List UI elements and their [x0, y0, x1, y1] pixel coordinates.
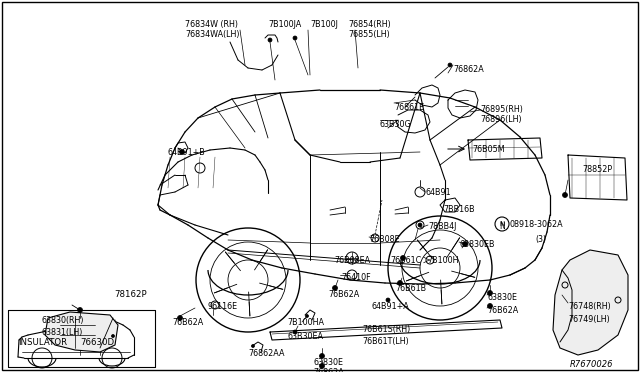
- Text: 78852P: 78852P: [582, 165, 612, 174]
- Text: 63830E: 63830E: [313, 358, 343, 367]
- Text: 63830E: 63830E: [487, 293, 517, 302]
- Circle shape: [111, 334, 115, 337]
- Text: N: N: [499, 221, 504, 227]
- Text: 7B100J: 7B100J: [310, 20, 338, 29]
- Text: 63830(RH): 63830(RH): [42, 316, 84, 325]
- Text: 76834W (RH): 76834W (RH): [185, 20, 238, 29]
- Text: 76862A: 76862A: [453, 65, 484, 74]
- Circle shape: [319, 353, 324, 359]
- Circle shape: [448, 63, 452, 67]
- Text: 76B08EA: 76B08EA: [334, 256, 370, 265]
- Text: 63831(LH): 63831(LH): [42, 328, 83, 337]
- Circle shape: [333, 285, 337, 291]
- Text: 76B61C: 76B61C: [390, 256, 421, 265]
- Circle shape: [386, 298, 390, 302]
- Circle shape: [293, 36, 297, 40]
- Circle shape: [488, 291, 493, 295]
- Circle shape: [268, 38, 272, 42]
- Circle shape: [463, 241, 467, 247]
- Circle shape: [488, 304, 493, 308]
- Text: 7B100H: 7B100H: [427, 256, 458, 265]
- Text: 63B30EA: 63B30EA: [287, 332, 323, 341]
- Text: 76834WA(LH): 76834WA(LH): [185, 30, 239, 39]
- Text: 7B100JA: 7B100JA: [268, 20, 301, 29]
- Text: 76B62A: 76B62A: [487, 306, 518, 315]
- Text: 08918-3062A: 08918-3062A: [509, 220, 563, 229]
- Text: R7670026: R7670026: [570, 360, 614, 369]
- Text: 76862AA: 76862AA: [248, 349, 285, 358]
- Text: 76855(LH): 76855(LH): [348, 30, 390, 39]
- Text: 76895(RH): 76895(RH): [480, 105, 523, 114]
- Circle shape: [319, 363, 324, 369]
- Text: 76B08E: 76B08E: [369, 235, 399, 244]
- Text: 96116E: 96116E: [207, 302, 237, 311]
- Polygon shape: [45, 312, 118, 352]
- Text: 76B61T(LH): 76B61T(LH): [362, 337, 409, 346]
- Text: 76749(LH): 76749(LH): [568, 315, 610, 324]
- Circle shape: [305, 314, 308, 317]
- Text: 64B91+B: 64B91+B: [167, 148, 205, 157]
- Text: 64B91+A: 64B91+A: [372, 302, 410, 311]
- Circle shape: [397, 280, 403, 285]
- Circle shape: [177, 315, 182, 321]
- Circle shape: [293, 330, 297, 334]
- Text: 78BB4J: 78BB4J: [428, 222, 456, 231]
- Circle shape: [563, 192, 568, 198]
- Text: 76B61B: 76B61B: [395, 284, 426, 293]
- Circle shape: [179, 150, 184, 154]
- Circle shape: [401, 256, 406, 260]
- Text: 76862A: 76862A: [313, 368, 344, 372]
- Text: N: N: [499, 222, 505, 231]
- Text: 7BB16B: 7BB16B: [443, 205, 475, 214]
- Text: 76B61S(RH): 76B61S(RH): [362, 325, 410, 334]
- Text: 76B62A: 76B62A: [172, 318, 204, 327]
- Text: 7B100HA: 7B100HA: [287, 318, 324, 327]
- Text: 76630D: 76630D: [80, 338, 114, 347]
- Circle shape: [252, 344, 255, 347]
- Text: 63B30G: 63B30G: [380, 120, 412, 129]
- Text: 78162P: 78162P: [114, 290, 147, 299]
- Circle shape: [418, 223, 422, 227]
- Text: 76B05M: 76B05M: [472, 145, 504, 154]
- Text: 76B62A: 76B62A: [328, 290, 359, 299]
- Text: (3): (3): [535, 235, 546, 244]
- Polygon shape: [553, 250, 628, 355]
- Text: 76861E: 76861E: [394, 103, 424, 112]
- Text: 76410F: 76410F: [341, 273, 371, 282]
- Text: INSULATOR: INSULATOR: [18, 338, 67, 347]
- Text: 64B91: 64B91: [425, 188, 451, 197]
- Text: 76854(RH): 76854(RH): [348, 20, 391, 29]
- Text: 63830EB: 63830EB: [459, 240, 495, 249]
- Text: 76748(RH): 76748(RH): [568, 302, 611, 311]
- Text: 76896(LH): 76896(LH): [480, 115, 522, 124]
- Circle shape: [77, 308, 83, 312]
